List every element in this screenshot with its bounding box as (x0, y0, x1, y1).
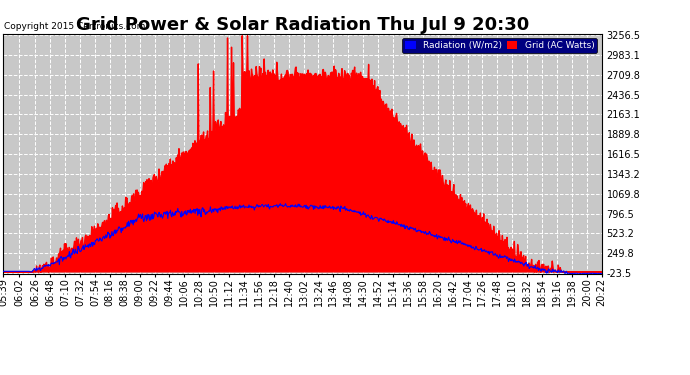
Legend: Radiation (W/m2), Grid (AC Watts): Radiation (W/m2), Grid (AC Watts) (402, 38, 597, 53)
Title: Grid Power & Solar Radiation Thu Jul 9 20:30: Grid Power & Solar Radiation Thu Jul 9 2… (76, 16, 529, 34)
Text: Copyright 2015 Certronics.com: Copyright 2015 Certronics.com (4, 22, 146, 32)
